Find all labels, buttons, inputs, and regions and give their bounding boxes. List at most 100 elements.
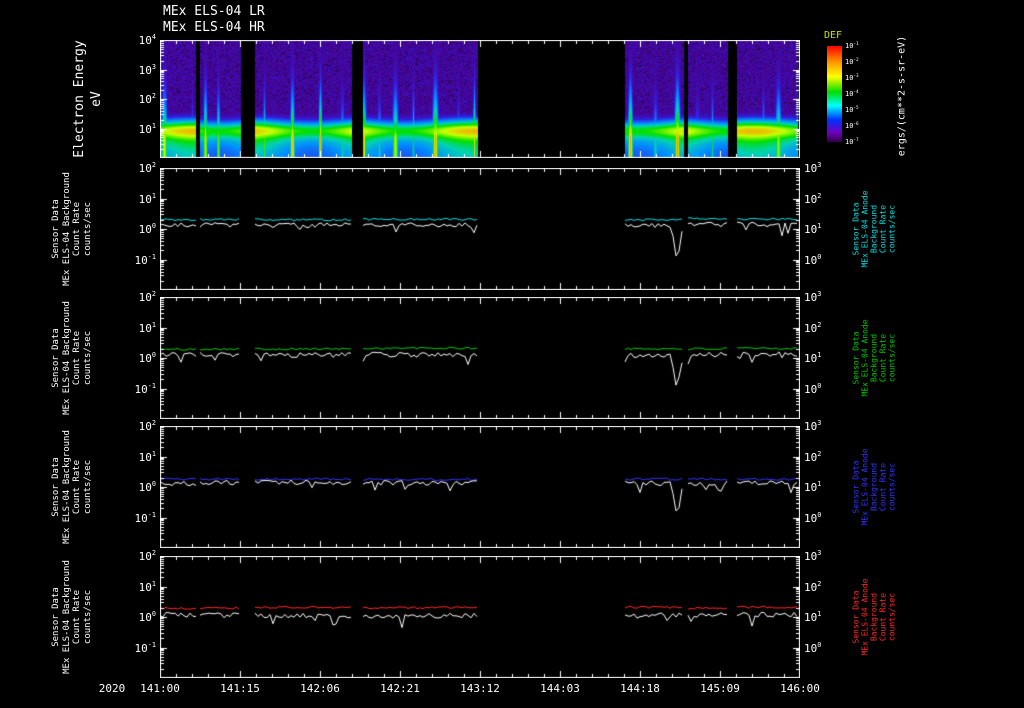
count-rate-panel-1 — [160, 168, 800, 290]
plot-title-hr: MEx ELS-04 HR — [163, 20, 265, 35]
count-rate-canvas-3 — [160, 426, 800, 548]
spec-y-tick-label: 102 — [138, 92, 156, 106]
count-rate-panel-4 — [160, 556, 800, 678]
y-tick-label-left: 102 — [138, 290, 156, 304]
count-rate-axis-label: Sensor Data MEx ELS-04 Background Count Ra… — [51, 301, 93, 415]
colorbar-tick-label: 10-5 — [845, 105, 859, 115]
anode-right-label-line: Count Rate — [878, 462, 888, 512]
anode-right-label-line: MEx ELS-04 Anode — [860, 448, 870, 526]
anode-right-label-line: Sensor Data — [851, 331, 861, 385]
anode-right-label-line: MEx ELS-04 Anode — [860, 190, 870, 268]
count-rate-axis-label-line: counts/sec — [82, 201, 93, 257]
y-tick-label-left: 100 — [138, 480, 156, 494]
count-rate-axis-label-line: counts/sec — [82, 330, 93, 386]
count-rate-panel-3 — [160, 426, 800, 548]
spectrogram-y-axis-label-line1: Electron Energy — [72, 40, 87, 158]
x-tick-label: 141:15 — [220, 682, 260, 695]
anode-right-label-line: counts/sec — [887, 333, 897, 383]
count-rate-axis-label-line: Count Rate — [72, 589, 82, 645]
anode-right-label-line: Sensor Data — [851, 590, 861, 644]
y-tick-label-left: 100 — [138, 351, 156, 365]
count-rate-axis-label-line: Sensor Data — [51, 457, 61, 517]
x-tick-label: 143:12 — [460, 682, 500, 695]
y-tick-label-left: 100 — [138, 610, 156, 624]
colorbar-tick-label: 10-4 — [845, 89, 859, 99]
anode-right-label: Sensor Data MEx ELS-04 Anode Background Cou… — [852, 319, 897, 396]
count-rate-axis-label-line: Count Rate — [72, 459, 82, 515]
colorbar-units-label: ergs/(cm**2-s-sr-eV) — [896, 35, 908, 157]
count-rate-axis-label: Sensor Data MEx ELS-04 Background Count Ra… — [51, 172, 93, 286]
anode-right-label-line: Count Rate — [878, 592, 888, 642]
anode-right-label-line: counts/sec — [887, 204, 897, 254]
anode-right-label: Sensor Data MEx ELS-04 Anode Background Cou… — [852, 190, 897, 267]
x-tick-label: 142:21 — [380, 682, 420, 695]
y-tick-label-left: 101 — [138, 449, 156, 464]
x-tick-label: 144:03 — [540, 682, 580, 695]
colorbar-tick-label: 10-7 — [845, 137, 859, 147]
anode-right-label-line: MEx ELS-04 Anode — [860, 319, 870, 397]
y-tick-label-right: 103 — [804, 161, 822, 175]
anode-right-label-line: Background — [869, 204, 879, 254]
anode-right-label-line: Background — [869, 592, 879, 642]
y-tick-label-left: 10-1 — [134, 640, 156, 655]
y-tick-label-right: 101 — [804, 480, 822, 494]
count-rate-axis-label: Sensor Data MEx ELS-04 Background Count Ra… — [51, 430, 93, 544]
y-tick-label-right: 100 — [804, 510, 822, 525]
y-tick-label-right: 102 — [804, 191, 822, 206]
y-tick-label-left: 101 — [138, 579, 156, 594]
spectrogram-y-axis-label: Electron Energy eV — [71, 40, 105, 157]
anode-right-label-line: MEx ELS-04 Anode — [860, 578, 870, 656]
count-rate-axis-label-line: Sensor Data — [51, 328, 61, 388]
y-tick-label-right: 102 — [804, 579, 822, 594]
count-rate-canvas-1 — [160, 168, 800, 290]
y-tick-label-left: 101 — [138, 191, 156, 206]
count-rate-axis-label-line: Sensor Data — [51, 587, 61, 647]
y-tick-label-right: 100 — [804, 381, 822, 396]
anode-right-label-line: Sensor Data — [851, 202, 861, 256]
y-tick-label-left: 10-1 — [134, 252, 156, 267]
anode-right-label-line: Count Rate — [878, 204, 888, 254]
spectrogram-canvas — [160, 40, 800, 158]
colorbar-tick-label: 10-6 — [845, 121, 859, 131]
y-tick-label-right: 103 — [804, 419, 822, 433]
colorbar-title: DEF — [824, 30, 843, 41]
anode-right-label: Sensor Data MEx ELS-04 Anode Background Cou… — [852, 448, 897, 525]
count-rate-axis-label-line: Count Rate — [72, 330, 82, 386]
count-rate-axis-label-line: Count Rate — [72, 201, 82, 257]
spec-y-tick-label: 103 — [138, 62, 156, 77]
colorbar-tick-label: 10-3 — [845, 73, 859, 83]
x-tick-label: 141:00 — [140, 682, 180, 695]
count-rate-axis-label-line: Sensor Data — [51, 199, 61, 259]
y-tick-label-left: 102 — [138, 549, 156, 563]
y-tick-label-left: 10-1 — [134, 510, 156, 525]
anode-right-label-line: counts/sec — [887, 462, 897, 512]
count-rate-axis-label: Sensor Data MEx ELS-04 Background Count Ra… — [51, 560, 93, 674]
x-tick-label: 142:06 — [300, 682, 340, 695]
y-tick-label-left: 102 — [138, 419, 156, 433]
colorbar-tick-label: 10-2 — [845, 57, 859, 67]
y-tick-label-left: 102 — [138, 161, 156, 175]
count-rate-panel-2 — [160, 297, 800, 419]
y-tick-label-right: 102 — [804, 320, 822, 335]
spec-y-tick-label: 104 — [138, 33, 156, 47]
count-rate-axis-label-line: MEx ELS-04 Background — [61, 430, 72, 544]
plot-title-lr: MEx ELS-04 LR — [163, 4, 265, 19]
anode-right-label: Sensor Data MEx ELS-04 Anode Background Cou… — [852, 578, 897, 655]
count-rate-axis-label-line: counts/sec — [82, 459, 93, 515]
x-tick-label: 145:09 — [700, 682, 740, 695]
count-rate-axis-label-line: MEx ELS-04 Background — [61, 301, 72, 415]
y-tick-label-right: 101 — [804, 222, 822, 236]
x-tick-label: 144:18 — [620, 682, 660, 695]
y-tick-label-right: 101 — [804, 351, 822, 365]
count-rate-canvas-2 — [160, 297, 800, 419]
anode-right-label-line: Background — [869, 333, 879, 383]
colorbar — [827, 46, 842, 142]
y-tick-label-left: 101 — [138, 320, 156, 335]
y-tick-label-right: 102 — [804, 449, 822, 464]
y-tick-label-left: 100 — [138, 222, 156, 236]
anode-right-label-line: Background — [869, 462, 879, 512]
spectrogram-panel — [160, 40, 800, 158]
y-tick-label-right: 100 — [804, 252, 822, 267]
y-tick-label-right: 103 — [804, 290, 822, 304]
